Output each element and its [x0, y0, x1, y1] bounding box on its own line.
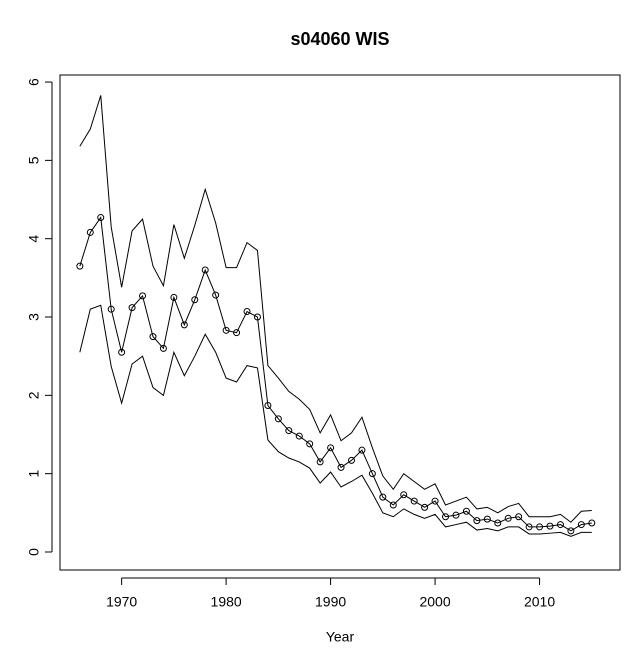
point	[159, 344, 167, 352]
point	[107, 305, 115, 313]
y-tick-label: 6	[26, 78, 42, 86]
point	[212, 291, 220, 299]
point	[191, 296, 199, 304]
chart-title: s04060 WIS	[290, 29, 389, 49]
x-axis-label: Year	[326, 629, 355, 645]
point	[97, 214, 105, 222]
x-tick-label: 1970	[106, 594, 137, 610]
point	[128, 304, 136, 312]
point	[306, 440, 314, 448]
point	[201, 266, 209, 274]
point	[327, 444, 335, 452]
x-tick-label: 1990	[315, 594, 346, 610]
point	[452, 511, 460, 519]
point	[233, 329, 241, 337]
point	[483, 515, 491, 523]
x-tick-label: 1980	[211, 594, 242, 610]
point	[504, 514, 512, 522]
series-line	[79, 95, 592, 523]
point	[588, 519, 596, 527]
point	[567, 527, 575, 535]
point	[253, 313, 261, 321]
point	[379, 493, 387, 501]
point	[410, 497, 418, 505]
point	[389, 501, 397, 509]
point	[358, 446, 366, 454]
point	[76, 262, 84, 270]
point	[556, 521, 564, 529]
point	[139, 292, 147, 300]
point	[295, 432, 303, 440]
y-tick-label: 4	[26, 235, 42, 243]
point	[347, 456, 355, 464]
plot-box	[59, 74, 621, 571]
point	[316, 458, 324, 466]
point	[462, 507, 470, 515]
point	[400, 491, 408, 499]
point	[546, 522, 554, 530]
point	[118, 348, 126, 356]
point	[473, 517, 481, 525]
series-line	[79, 216, 592, 532]
point	[515, 513, 523, 521]
point	[431, 497, 439, 505]
y-tick-label: 5	[26, 156, 42, 164]
point	[243, 308, 251, 316]
point	[536, 523, 544, 531]
series-line	[79, 304, 592, 537]
point	[170, 293, 178, 301]
point	[442, 513, 450, 521]
point	[525, 523, 533, 531]
x-tick-label: 2000	[419, 594, 450, 610]
point	[149, 333, 157, 341]
point	[264, 402, 272, 410]
y-tick-label: 1	[26, 470, 42, 478]
point	[421, 503, 429, 511]
point	[285, 427, 293, 435]
point	[274, 415, 282, 423]
point	[222, 326, 230, 334]
y-tick-label: 2	[26, 391, 42, 399]
point	[337, 463, 345, 471]
point	[180, 321, 188, 329]
point	[368, 470, 376, 478]
y-tick-label: 0	[26, 548, 42, 556]
point	[86, 228, 94, 236]
y-tick-label: 3	[26, 313, 42, 321]
point	[494, 519, 502, 527]
point	[577, 521, 585, 529]
x-tick-label: 2010	[524, 594, 555, 610]
